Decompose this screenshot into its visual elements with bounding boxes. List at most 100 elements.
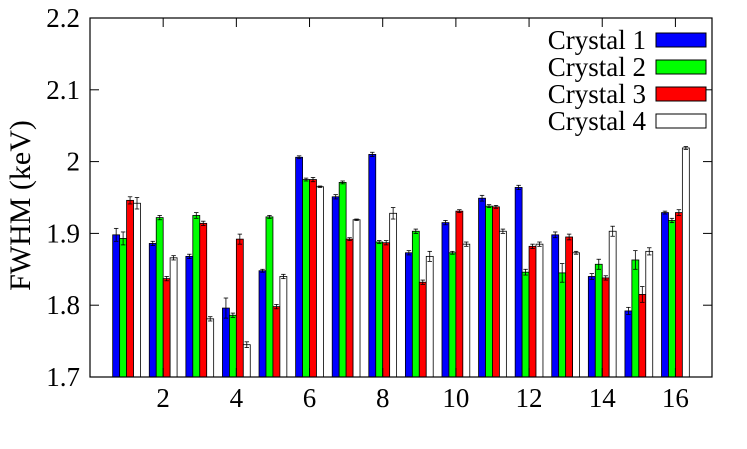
errorbar-s4-c3 [207,316,213,322]
errorbar-s3-c1 [127,196,133,205]
errorbar-s4-c4 [244,341,250,348]
errorbar-s1-c12 [516,184,521,191]
errorbar-s1-c13 [552,231,558,239]
errorbar-s4-c2 [171,255,176,261]
legend-entry-2: Crystal 2 [548,52,707,82]
errorbar-s2-c5 [267,215,272,219]
errorbar-s2-c2 [157,215,162,221]
bar-s1-c7 [331,196,340,378]
legend-swatch [655,59,707,75]
bar-s3-c2 [162,278,171,378]
errorbar-s4-c8 [390,207,396,220]
errorbar-s1-c1 [113,227,119,242]
bar-s4-c1 [133,202,141,378]
x-tick-label: 4 [230,383,244,413]
errorbar-s3-c6 [310,176,316,183]
errorbar-s4-c15 [647,247,652,256]
bar-s1-c1 [112,234,121,378]
bar-s4-c4 [242,344,251,378]
y-axis-label: FWHM (keV) [4,120,37,291]
bar-s1-c2 [148,243,157,378]
bar-s2-c14 [594,263,603,378]
errorbar-s2-c1 [120,231,126,246]
errorbar-s3-c7 [347,237,352,241]
y-axis-ticks: 1.7 1.8 1.9 2 2.1 2.2 [46,3,712,392]
x-axis-ticks: 2 4 6 8 10 12 14 16 [156,18,689,413]
legend-entry-4: Crystal 4 [548,106,707,136]
errorbar-s3-c8 [383,240,389,246]
errorbar-s4-c6 [317,185,323,188]
x-tick-label: 14 [589,383,617,413]
bar-s1-c16 [661,212,669,378]
errorbar-s3-c12 [530,243,535,249]
bars-layer [112,147,690,378]
errorbar-s1-c5 [260,268,265,273]
bar-s1-c15 [624,310,633,378]
bar-s2-c9 [411,230,420,378]
bar-s3-c4 [235,238,244,378]
errorbar-s2-c3 [194,212,199,219]
bar-s1-c9 [404,252,413,378]
errorbar-s1-c16 [662,210,668,215]
bar-s2-c5 [265,216,274,378]
bar-s3-c5 [272,306,281,378]
errorbars-layer [113,146,689,348]
errorbar-s4-c5 [281,273,286,280]
errorbar-s3-c3 [201,220,206,226]
legend-swatch [655,86,707,102]
errorbar-s3-c4 [237,233,243,245]
errorbar-s1-c6 [296,155,302,160]
errorbar-s4-c14 [610,225,615,237]
plot-frame [89,17,713,378]
errorbar-s2-c12 [523,268,528,276]
bar-s3-c14 [601,277,610,378]
legend-entry-1: Crystal 1 [548,25,707,55]
errorbar-s1-c14 [589,273,595,280]
legend-swatch [655,113,707,129]
errorbar-s3-c13 [566,233,572,241]
legend-swatch [655,32,707,48]
errorbar-s3-c10 [457,209,462,213]
x-tick-label: 2 [156,383,170,413]
bar-s2-c3 [192,215,201,378]
bar-s4-c3 [206,318,215,378]
bar-s4-c11 [499,230,507,378]
errorbar-s2-c13 [559,263,565,283]
bar-s2-c15 [631,259,640,378]
legend-label: Crystal 1 [548,25,646,55]
errorbar-s4-c9 [427,250,432,262]
bar-s4-c13 [572,252,580,378]
bar-s2-c13 [558,272,567,378]
errorbar-s3-c9 [420,279,425,285]
bar-s4-c5 [279,276,288,378]
bar-s3-c1 [126,199,134,378]
bar-s3-c8 [382,242,391,378]
errorbar-s3-c2 [164,276,169,282]
y-tick-label: 1.8 [46,290,80,320]
errorbar-s1-c9 [406,250,412,256]
errorbar-s2-c10 [450,250,455,255]
bar-s2-c2 [155,217,164,378]
bar-s4-c14 [608,230,617,378]
errorbar-s2-c15 [633,250,638,270]
bar-s3-c11 [492,206,500,378]
bar-s2-c12 [521,271,530,378]
bar-s2-c4 [229,314,237,378]
bar-s4-c9 [425,255,434,378]
bar-s2-c16 [668,220,676,378]
bar-s3-c7 [345,238,354,378]
errorbar-s1-c3 [187,253,192,259]
bar-s3-c3 [199,222,208,378]
errorbar-s4-c11 [500,228,506,234]
bar-s2-c6 [302,179,310,378]
errorbar-s3-c5 [274,304,279,310]
bar-s1-c6 [295,156,303,378]
bar-s3-c6 [309,179,317,378]
bar-s4-c6 [316,186,324,378]
bar-s1-c14 [587,276,596,378]
errorbar-s3-c15 [640,286,645,303]
errorbar-s4-c13 [573,250,579,255]
bar-s4-c15 [645,250,654,378]
